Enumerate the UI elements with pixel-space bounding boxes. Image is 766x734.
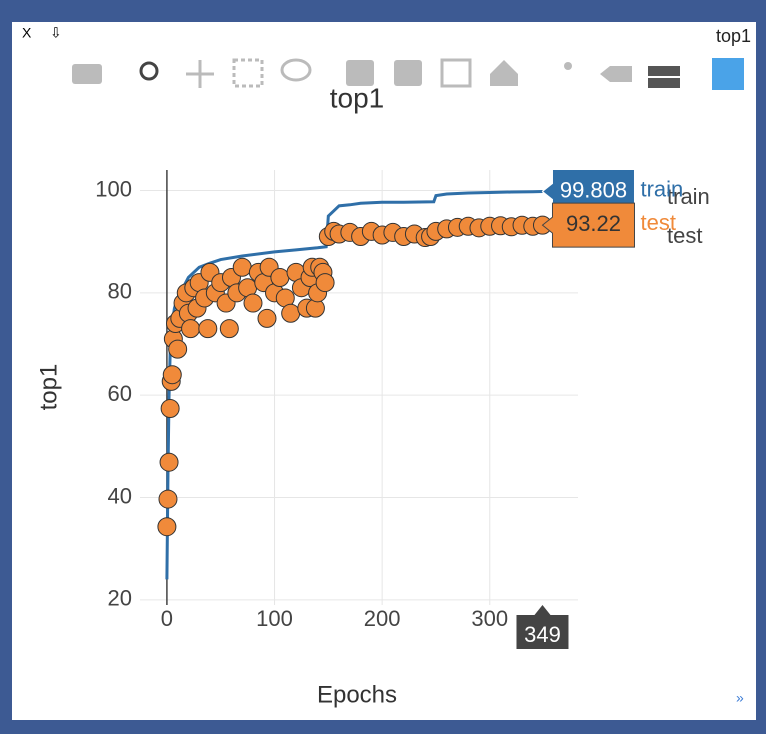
hover-label: 99.808 train	[541, 168, 683, 214]
hover-box	[541, 202, 635, 248]
test-point	[219, 319, 239, 339]
test-point	[160, 398, 180, 418]
expand-icon[interactable]: »	[736, 690, 744, 706]
test-point	[257, 308, 277, 328]
spike-icon[interactable]	[564, 62, 572, 70]
autoscale-icon[interactable]	[440, 58, 472, 88]
test-point	[157, 517, 177, 537]
hover-compare-icon[interactable]	[648, 66, 680, 88]
window: X ⇩ top1 top1 Epochs top1 » 20 40 60 80 100 0…	[12, 22, 756, 720]
hover-name: train	[640, 176, 683, 201]
zoom-out-icon[interactable]	[394, 60, 422, 86]
x-tick-label: 300	[471, 606, 508, 631]
hover-name: test	[640, 210, 675, 235]
hover-value: 93.22	[566, 211, 621, 236]
legend-label: test	[667, 223, 702, 248]
y-tick-label: 60	[108, 381, 132, 406]
test-point	[315, 273, 335, 293]
chart-title: top1	[330, 82, 385, 113]
test-point	[270, 267, 290, 287]
hover-closest-icon[interactable]	[600, 66, 632, 82]
camera-icon[interactable]	[72, 64, 102, 84]
test-point	[232, 257, 252, 277]
y-tick-label: 80	[108, 279, 132, 304]
x-axis-label: Epochs	[317, 681, 397, 708]
y-axis-label: top1	[35, 364, 62, 411]
pin-button[interactable]: ⇩	[50, 25, 62, 41]
y-tick-label: 40	[108, 483, 132, 508]
toolbar	[72, 58, 744, 90]
test-point	[243, 293, 263, 313]
hover-value: 99.808	[560, 177, 627, 202]
y-tick-label: 100	[95, 176, 132, 201]
hover-box	[541, 168, 635, 214]
zoom-icon[interactable]	[139, 61, 159, 81]
plotly-logo[interactable]	[712, 58, 744, 90]
home-icon[interactable]	[490, 60, 518, 86]
close-button[interactable]: X	[22, 25, 32, 41]
hover-x-value: 349	[524, 622, 561, 647]
lasso-icon[interactable]	[280, 58, 312, 82]
test-point	[159, 452, 179, 472]
x-tick-label: 200	[364, 606, 401, 631]
hover-label: 93.22 test	[541, 202, 676, 248]
legend-label: train	[667, 184, 710, 209]
test-point	[281, 303, 301, 323]
zoom-in-icon[interactable]	[346, 60, 374, 86]
hover-box	[516, 605, 569, 649]
select-icon[interactable]	[232, 58, 264, 88]
y-tick-label: 20	[108, 586, 132, 611]
test-point	[181, 319, 201, 339]
test-point	[162, 365, 182, 385]
hover-x-label: 349	[516, 605, 569, 649]
pan-icon[interactable]	[186, 60, 214, 88]
test-point	[168, 339, 188, 359]
x-tick-label: 100	[256, 606, 293, 631]
test-point	[198, 319, 218, 339]
train-line	[165, 189, 543, 580]
chart: X ⇩ top1 top1 Epochs top1 » 20 40 60 80 100 0…	[22, 25, 751, 709]
window-title: top1	[716, 26, 751, 46]
x-tick-label: 0	[161, 606, 173, 631]
test-point	[158, 489, 178, 509]
